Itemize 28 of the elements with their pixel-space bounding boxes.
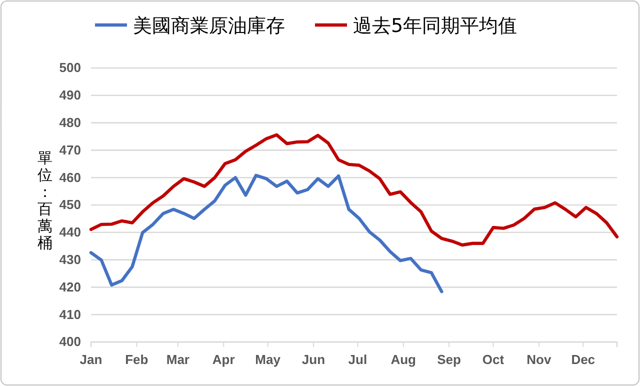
- x-tick-label: Dec: [571, 352, 596, 368]
- x-tick-label: Oct: [482, 352, 505, 368]
- line-series: [89, 133, 619, 247]
- x-tick-label: Mar: [166, 352, 190, 368]
- y-axis-title: 單位：百萬桶: [38, 149, 52, 252]
- y-tick-label: 410: [59, 306, 81, 322]
- x-tick-label: Jul: [348, 352, 368, 368]
- y-tick-label: 490: [59, 88, 81, 103]
- x-tick-label: Aug: [390, 352, 416, 368]
- x-tick-label: Jun: [302, 352, 326, 368]
- x-tick-label: Jan: [80, 352, 102, 368]
- x-tick-label: Sep: [437, 352, 462, 368]
- x-tick-label: Feb: [125, 352, 148, 368]
- y-tick-label: 430: [59, 252, 81, 267]
- x-tick-label: Apr: [212, 352, 235, 368]
- legend-label: 過去5年同期平均值: [353, 15, 518, 37]
- y-tick-label: 500: [59, 60, 81, 76]
- x-tick-label: Nov: [526, 352, 552, 368]
- y-tick-label: 470: [59, 142, 81, 158]
- line-series: [89, 174, 444, 294]
- legend-label: 美國商業原油庫存: [133, 15, 285, 37]
- y-tick-label: 450: [59, 197, 81, 212]
- y-tick-label: 480: [59, 114, 81, 130]
- y-tick-label: 400: [59, 334, 81, 350]
- y-tick-label: 440: [59, 224, 81, 240]
- y-tick-label: 420: [59, 279, 81, 294]
- x-tick-label: May: [255, 352, 282, 368]
- y-tick-label: 460: [59, 170, 81, 185]
